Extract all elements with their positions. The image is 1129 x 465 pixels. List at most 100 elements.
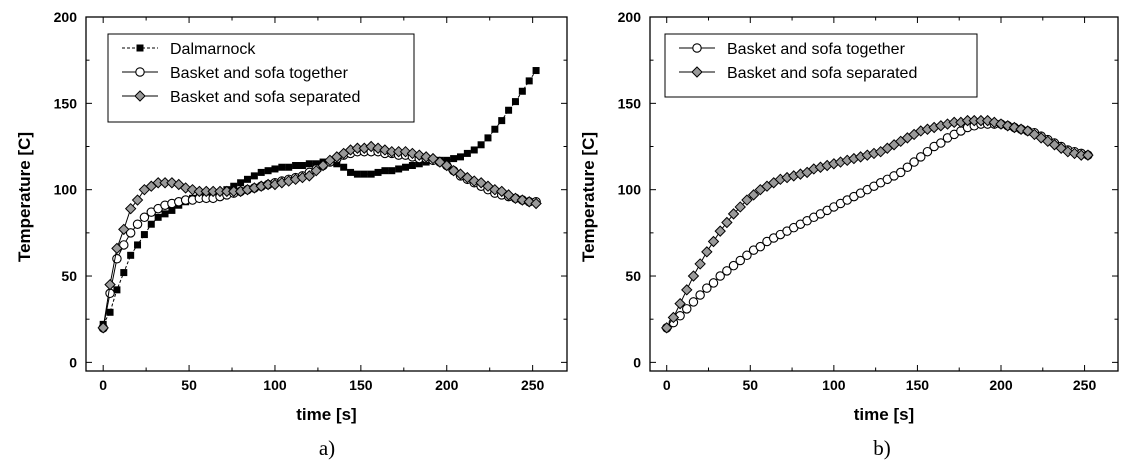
y-tick-label: 100 (618, 182, 642, 198)
x-tick-label: 50 (181, 377, 197, 393)
x-axis-title: time [s] (296, 405, 356, 424)
data-point (741, 194, 753, 206)
data-point (285, 163, 293, 171)
data-point (477, 141, 485, 149)
data-point (131, 194, 144, 206)
data-point (367, 170, 375, 178)
data-point (721, 216, 733, 229)
panel-label: b) (873, 436, 891, 460)
data-point (463, 149, 471, 157)
data-point (134, 241, 142, 249)
series-basket-and-sofa-separated (661, 114, 1094, 334)
data-point (922, 146, 933, 157)
data-point (120, 269, 128, 277)
data-point (147, 220, 155, 228)
data-point (395, 165, 403, 173)
legend-marker (691, 66, 703, 78)
data-point (119, 240, 129, 250)
data-point (104, 278, 116, 291)
legend: Dalmarnock Basket and sofa together Basket… (107, 33, 415, 123)
data-point (702, 283, 712, 293)
legend-entry: Basket and sofa together (679, 41, 906, 58)
data-point (498, 117, 506, 125)
data-point (140, 231, 148, 239)
data-point (250, 172, 258, 180)
data-point (511, 98, 519, 106)
legend-box (664, 33, 978, 98)
data-point (715, 271, 725, 281)
data-point (168, 206, 176, 214)
y-tick-label: 150 (618, 95, 642, 111)
data-point (125, 228, 136, 238)
data-point (124, 202, 137, 215)
y-tick-label: 100 (54, 182, 78, 198)
y-tick-label: 0 (69, 354, 77, 370)
data-point (727, 208, 740, 220)
chart-panel-a: 0 50 100 150 200 250 0 50 100 150 200 time [s] Tempe… (15, 9, 568, 460)
data-point (450, 155, 458, 163)
y-tick-label: 200 (54, 9, 78, 25)
data-point (695, 290, 705, 300)
data-point (139, 212, 150, 223)
legend-label: Basket and sofa together (727, 41, 906, 58)
legend-marker (692, 43, 702, 53)
data-point (278, 163, 286, 171)
data-point (456, 153, 464, 161)
data-point (530, 197, 542, 210)
data-point (734, 201, 746, 213)
data-point (681, 284, 693, 296)
data-point (127, 251, 135, 259)
data-point (303, 170, 316, 182)
data-point (374, 168, 382, 176)
data-point (347, 168, 355, 176)
legend-entry: Basket and sofa together (122, 65, 349, 82)
data-point (415, 160, 423, 168)
data-point (312, 160, 320, 168)
legend-label: Dalmarnock (170, 41, 256, 58)
legend-entry: Basket and sofa separated (122, 89, 360, 106)
data-point (916, 152, 926, 162)
series-basket-and-sofa-together (98, 146, 541, 333)
legend-marker (135, 67, 145, 77)
data-point (360, 170, 368, 178)
data-point (707, 235, 720, 248)
x-tick-label: 200 (989, 377, 1013, 393)
data-point (264, 167, 272, 175)
data-point (132, 219, 143, 229)
data-point (470, 146, 478, 154)
data-point (747, 189, 760, 201)
data-point (936, 138, 946, 148)
data-point (525, 77, 533, 85)
data-point (388, 167, 396, 175)
legend-box (107, 33, 415, 123)
x-tick-label: 200 (435, 377, 459, 393)
data-point (728, 260, 739, 271)
y-tick-label: 50 (625, 268, 641, 284)
data-point (701, 246, 713, 258)
data-point (333, 160, 341, 168)
data-point (674, 297, 686, 310)
legend-label: Basket and sofa separated (727, 65, 917, 82)
legend-entry: Dalmarnock (122, 41, 256, 58)
chart-panel-b: 0 50 100 150 200 250 0 50 100 150 200 time [s] Tempe… (579, 9, 1119, 460)
data-point (902, 162, 913, 172)
y-tick-label: 200 (618, 9, 642, 25)
data-point (491, 125, 499, 133)
data-point (714, 225, 726, 237)
x-tick-label: 0 (663, 377, 671, 393)
data-point (271, 165, 279, 173)
data-point (667, 311, 680, 324)
x-tick-label: 100 (263, 377, 287, 393)
legend-marker (136, 44, 144, 52)
y-axis-title: Temperature [C] (15, 132, 34, 262)
data-point (111, 242, 123, 255)
data-point (298, 162, 306, 170)
data-point (97, 322, 109, 334)
data-point (118, 223, 130, 236)
data-point (237, 179, 245, 187)
data-point (402, 163, 410, 171)
data-point (505, 106, 513, 114)
x-tick-label: 100 (822, 377, 846, 393)
data-point (484, 134, 492, 142)
